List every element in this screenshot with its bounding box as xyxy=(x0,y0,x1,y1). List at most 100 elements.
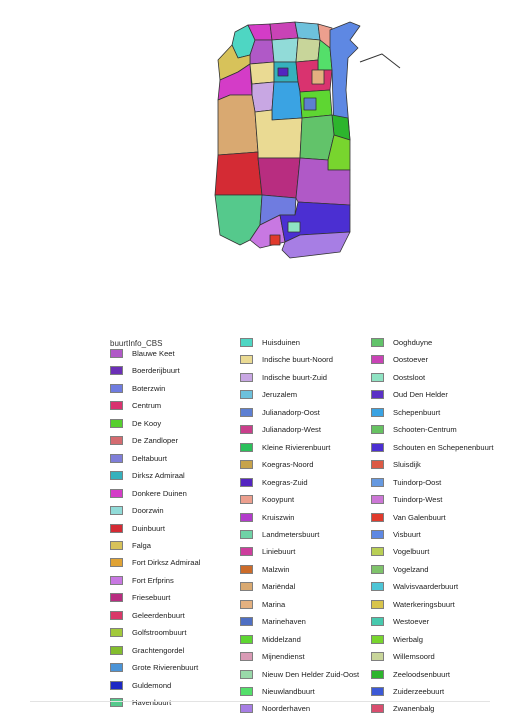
legend-swatch xyxy=(110,436,123,446)
legend-swatch xyxy=(110,471,123,481)
legend-item: Doorzwin xyxy=(110,505,164,516)
legend-swatch xyxy=(240,460,253,470)
map-region-indische-buurt-noord xyxy=(249,61,275,85)
legend-swatch xyxy=(240,582,253,592)
legend-item: Visbuurt xyxy=(371,529,421,540)
legend-label: Zwanenbalg xyxy=(393,704,435,714)
legend-swatch xyxy=(240,442,253,452)
legend-label: Blauwe Keet xyxy=(132,349,175,358)
legend-item: Deltabuurt xyxy=(110,453,167,464)
legend-swatch xyxy=(371,704,384,714)
legend-label: Boerderijbuurt xyxy=(132,366,180,376)
legend-swatch xyxy=(240,338,253,347)
legend-swatch xyxy=(371,617,384,627)
legend-item: Indische buurt-Zuid xyxy=(240,372,327,383)
legend-swatch xyxy=(240,425,253,435)
legend-label: Jeruzalem xyxy=(262,390,298,400)
legend-item: Landmetersbuurt xyxy=(240,529,319,540)
legend-label: Guldemond xyxy=(132,680,172,690)
legend-label: Nieuw Den Helder Zuid-Oost xyxy=(262,669,360,679)
legend-swatch xyxy=(371,407,384,417)
legend-label: Grachtengordel xyxy=(132,645,185,655)
legend-item: Kooypunt xyxy=(240,494,294,505)
legend-swatch xyxy=(371,477,384,487)
map-region-oostsloot xyxy=(271,37,299,63)
legend-label: Tuindorp-West xyxy=(393,495,443,505)
legend-swatch xyxy=(371,425,384,435)
map-region-julianadorp-oost xyxy=(303,97,317,111)
map-coastline xyxy=(359,53,401,69)
legend-item: Sluisdijk xyxy=(371,459,421,470)
legend-swatch xyxy=(110,523,123,533)
legend-item: Jeruzalem xyxy=(240,389,297,400)
legend-item: Julianadorp-West xyxy=(240,424,321,435)
legend-label: Boterzwin xyxy=(132,383,166,393)
legend-item: Blauwe Keet xyxy=(110,348,175,359)
legend-item: Oud Den Helder xyxy=(371,389,448,400)
legend-swatch xyxy=(240,687,253,696)
legend-item: Grote Rivierenbuurt xyxy=(110,662,198,673)
legend-swatch xyxy=(110,488,123,498)
legend-label: Indische buurt-Zuid xyxy=(262,372,328,382)
legend-label: Duinbuurt xyxy=(132,523,165,533)
legend-swatch xyxy=(110,418,123,428)
legend-label: Julianadorp-West xyxy=(262,425,321,435)
legend-label: Marina xyxy=(262,599,286,609)
legend-item: Mariëndal xyxy=(240,581,295,592)
legend-item: Julianadorp-Oost xyxy=(240,407,320,418)
legend-item: Zuiderzeebuurt xyxy=(371,686,444,697)
legend-label: Centrum xyxy=(132,401,162,411)
legend-item: Liniebuurt xyxy=(240,546,295,557)
legend-item: Falga xyxy=(110,540,151,551)
legend-label: Malzwin xyxy=(262,564,290,574)
legend-label: Koegras-Noord xyxy=(262,460,314,470)
legend-item: De Zandloper xyxy=(110,435,178,446)
legend-item: Malzwin xyxy=(240,564,289,575)
legend-swatch xyxy=(371,634,384,644)
legend-item: Van Galenbuurt xyxy=(371,512,446,523)
legend-label: Fort Erfprins xyxy=(132,575,174,585)
bottom-divider xyxy=(30,701,490,702)
legend-item: Willemsoord xyxy=(371,651,435,662)
legend-label: Kleine Rivierenbuurt xyxy=(262,442,331,452)
legend-item: Boterzwin xyxy=(110,383,165,394)
legend-label: Fort Dirksz Admiraal xyxy=(132,558,201,568)
legend-item: Boerderijbuurt xyxy=(110,365,180,376)
legend-item: Fort Erfprins xyxy=(110,575,174,586)
legend-item: Schepenbuurt xyxy=(371,407,440,418)
legend-swatch xyxy=(110,383,123,393)
legend-label: Sluisdijk xyxy=(393,460,421,470)
legend-item: Vogelbuurt xyxy=(371,546,429,557)
legend-swatch xyxy=(240,372,253,382)
legend-item: Golfstroombuurt xyxy=(110,627,186,638)
legend-label: Zeeloodsenbuurt xyxy=(393,669,450,679)
legend-item: Middelzand xyxy=(240,634,301,645)
legend-swatch xyxy=(371,652,384,662)
legend-item: Tuindorp-Oost xyxy=(371,477,441,488)
legend-swatch xyxy=(110,506,123,516)
map-region-marinehaven xyxy=(329,21,361,141)
legend-swatch xyxy=(371,495,384,505)
legend-label: Tuindorp-Oost xyxy=(393,477,442,487)
legend-swatch xyxy=(371,529,384,539)
legend-item: Centrum xyxy=(110,400,161,411)
legend-item: Oostsloot xyxy=(371,372,425,383)
legend-swatch xyxy=(110,645,123,655)
legend-label: Visbuurt xyxy=(393,529,421,539)
legend-label: Golfstroombuurt xyxy=(132,628,187,638)
legend-swatch xyxy=(240,407,253,417)
legend-label: Falga xyxy=(132,540,151,550)
legend-item: Huisduinen xyxy=(240,337,300,348)
legend-item: Westoever xyxy=(371,616,429,627)
legend-item: Donkere Duinen xyxy=(110,488,187,499)
map-region-friesebuurt xyxy=(257,157,301,199)
legend-label: Marinehaven xyxy=(262,617,306,627)
legend-label: Havenbuurt xyxy=(132,698,172,707)
legend-item: Marina xyxy=(240,599,285,610)
legend-swatch xyxy=(371,372,384,382)
legend-label: Oostoever xyxy=(393,355,429,365)
legend-swatch xyxy=(110,558,123,568)
legend-label: Van Galenbuurt xyxy=(393,512,446,522)
legend-swatch xyxy=(240,547,253,557)
legend-item: Geleerdenbuurt xyxy=(110,610,185,621)
